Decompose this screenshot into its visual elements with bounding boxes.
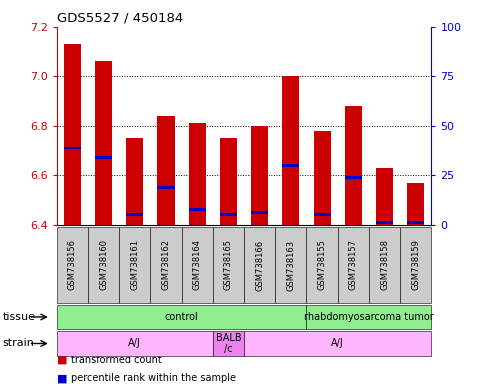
Text: GSM738161: GSM738161 xyxy=(130,240,139,290)
Text: ■: ■ xyxy=(57,373,67,383)
Bar xyxy=(282,164,299,167)
Text: ■: ■ xyxy=(57,355,67,365)
Text: GSM738163: GSM738163 xyxy=(286,239,295,291)
Text: GSM738159: GSM738159 xyxy=(411,240,420,290)
Bar xyxy=(251,211,268,214)
Text: GSM738162: GSM738162 xyxy=(162,240,171,290)
Bar xyxy=(282,76,299,225)
Text: GSM738155: GSM738155 xyxy=(317,240,326,290)
Text: A/J: A/J xyxy=(128,338,141,349)
Bar xyxy=(314,213,331,216)
Text: GSM738164: GSM738164 xyxy=(193,240,202,290)
Bar xyxy=(220,213,237,216)
Text: GSM738156: GSM738156 xyxy=(68,240,77,290)
Bar xyxy=(376,168,393,225)
Bar xyxy=(126,138,143,225)
Text: transformed count: transformed count xyxy=(71,355,162,365)
Bar xyxy=(314,131,331,225)
Text: control: control xyxy=(165,312,199,322)
Text: GSM738158: GSM738158 xyxy=(380,240,389,290)
Text: rhabdomyosarcoma tumor: rhabdomyosarcoma tumor xyxy=(304,312,434,322)
Bar xyxy=(345,106,362,225)
Bar xyxy=(407,221,424,223)
Text: GSM738157: GSM738157 xyxy=(349,240,358,290)
Bar xyxy=(64,147,81,149)
Bar xyxy=(189,209,206,211)
Bar xyxy=(189,123,206,225)
Text: strain: strain xyxy=(2,338,35,349)
Bar xyxy=(64,44,81,225)
Text: percentile rank within the sample: percentile rank within the sample xyxy=(71,373,237,383)
Bar xyxy=(345,176,362,179)
Bar xyxy=(126,213,143,216)
Bar xyxy=(251,126,268,225)
Text: GSM738166: GSM738166 xyxy=(255,239,264,291)
Bar xyxy=(220,138,237,225)
Text: A/J: A/J xyxy=(331,338,344,349)
Bar xyxy=(95,156,112,159)
Bar xyxy=(157,116,175,225)
Bar xyxy=(407,183,424,225)
Text: GSM738165: GSM738165 xyxy=(224,240,233,290)
Text: GDS5527 / 450184: GDS5527 / 450184 xyxy=(57,11,183,24)
Bar xyxy=(376,221,393,223)
Text: tissue: tissue xyxy=(2,312,35,322)
Text: BALB
/c: BALB /c xyxy=(215,333,241,354)
Bar xyxy=(157,186,175,189)
Text: GSM738160: GSM738160 xyxy=(99,240,108,290)
Bar xyxy=(95,61,112,225)
